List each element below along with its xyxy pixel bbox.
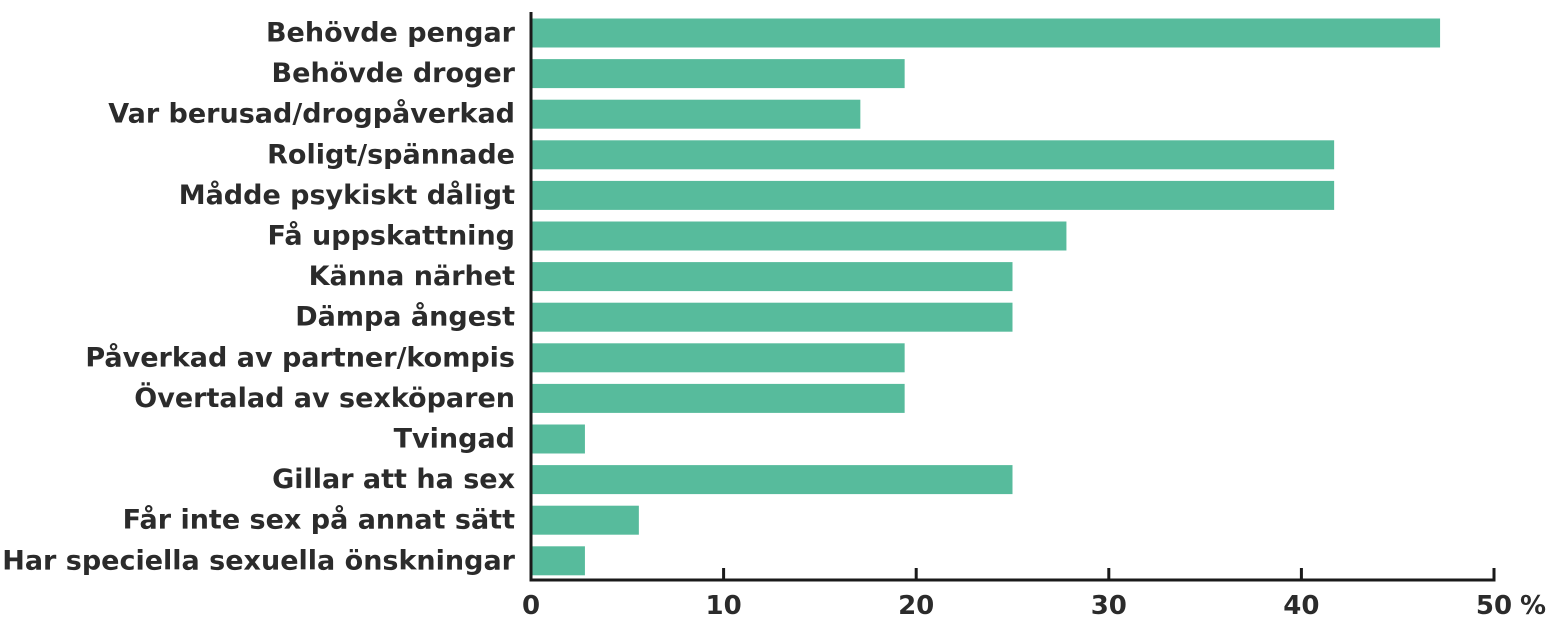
category-label: Mådde psykiskt dåligt	[179, 179, 515, 211]
category-label: Var berusad/drogpåverkad	[108, 98, 515, 130]
bar	[531, 262, 1013, 292]
bar	[531, 180, 1335, 210]
x-tick-label: 20	[898, 591, 934, 621]
category-label: Känna närhet	[309, 261, 515, 292]
category-label: Påverkad av partner/kompis	[85, 341, 515, 373]
category-labels: Behövde pengar Behövde droger Var berusad/…	[2, 18, 515, 577]
category-label: Får inte sex på annat sätt	[123, 504, 515, 536]
bar	[531, 383, 905, 413]
bar	[531, 546, 585, 576]
x-tick-label: 10	[706, 591, 742, 621]
bar	[531, 59, 905, 89]
category-label: Har speciella sexuella önskningar	[2, 545, 515, 576]
x-ticks: 0 10 20 30 40 50	[522, 568, 1512, 621]
category-label: Dämpa ångest	[295, 301, 515, 333]
bar	[531, 302, 1013, 332]
bar	[531, 221, 1067, 251]
category-label: Få uppskattning	[268, 220, 515, 252]
bar	[531, 140, 1335, 170]
x-axis-unit-label: %	[1520, 591, 1546, 621]
category-label: Behövde pengar	[266, 18, 516, 49]
x-tick-label: 0	[522, 591, 540, 621]
bar	[531, 343, 905, 373]
bars-group	[531, 18, 1441, 576]
category-label: Gillar att ha sex	[272, 464, 515, 495]
category-label: Roligt/spännade	[267, 139, 515, 170]
axes-group	[529, 12, 1496, 582]
x-tick-label: 40	[1283, 591, 1319, 621]
bar	[531, 18, 1441, 48]
category-label: Tvingad	[394, 424, 515, 455]
x-tick-label: 30	[1091, 591, 1127, 621]
category-label: Behövde droger	[272, 58, 516, 89]
bar	[531, 465, 1013, 495]
bar	[531, 505, 639, 535]
bar	[531, 424, 585, 454]
category-label: Övertalad av sexköparen	[134, 381, 515, 414]
bar	[531, 99, 861, 129]
x-tick-label: 50	[1476, 591, 1512, 621]
